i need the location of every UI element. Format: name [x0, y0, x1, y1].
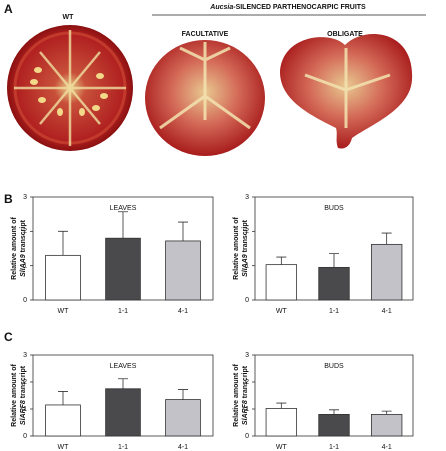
error-bar	[178, 389, 188, 400]
bar	[318, 266, 350, 301]
bar	[370, 243, 403, 301]
y-label-rest: transcript	[242, 365, 249, 398]
y-label-line: SlIAA9 transcript	[242, 219, 249, 277]
y-tick-label: 0	[23, 297, 27, 304]
y-tick-label: 3	[245, 352, 249, 359]
y-tick-label: 3	[23, 352, 27, 359]
x-tick-label: 4-1	[178, 444, 188, 451]
error-bar	[329, 253, 339, 268]
y-tick-label: 1	[23, 406, 27, 413]
y-label-line: Relative amount of	[11, 364, 18, 427]
y-label-rest: transcript	[242, 219, 249, 252]
obligate-fruit	[280, 34, 413, 149]
y-label-line: Relative amount of	[11, 217, 18, 280]
error-bar	[118, 211, 128, 239]
y-tick-label: 2	[245, 379, 249, 386]
y-axis-label: Relative amount of SlARF8 transcript	[11, 364, 27, 427]
bar	[105, 237, 141, 301]
y-label-line: Relative amount of	[233, 217, 240, 280]
x-tick-label: WT	[58, 308, 70, 315]
y-tick-label: 3	[245, 194, 249, 201]
x-tick-label: 4-1	[382, 308, 392, 315]
y-label-gene: SlIAA9	[20, 254, 27, 277]
y-label-line: SlARF8 transcript	[242, 365, 249, 425]
x-tick-label: 4-1	[178, 308, 188, 315]
y-tick-label: 3	[23, 194, 27, 201]
chart-title: LEAVES	[110, 363, 137, 370]
wt-label: WT	[63, 14, 75, 21]
y-tick-label: 1	[245, 406, 249, 413]
y-label-line: Relative amount of	[233, 364, 240, 427]
bar	[318, 413, 350, 437]
x-tick-label: 1-1	[329, 444, 339, 451]
x-tick-label: WT	[276, 444, 288, 451]
panel-label: C	[4, 330, 13, 344]
y-tick-label: 1	[245, 263, 249, 270]
y-axis-label: Relative amount of SlIAA9 transcript	[11, 217, 27, 280]
error-bar	[58, 391, 68, 405]
facultative-fruit	[145, 40, 265, 156]
bar	[165, 399, 201, 437]
y-label-line: SlARF8 transcript	[20, 365, 27, 425]
bar	[45, 404, 81, 437]
group-title-rest: -SILENCED PARTHENOCARPIC FRUITS	[233, 4, 366, 11]
y-tick-label: 1	[23, 263, 27, 270]
chart-title: LEAVES	[110, 205, 137, 212]
obligate-label: OBLIGATE	[327, 31, 363, 38]
y-tick-label: 0	[245, 297, 249, 304]
y-tick-label: 2	[245, 228, 249, 235]
y-tick-label: 2	[23, 379, 27, 386]
bar	[370, 413, 403, 437]
bar	[265, 264, 298, 301]
error-bar	[381, 232, 392, 245]
group-title: Aucsia-SILENCED PARTHENOCARPIC FRUITS	[209, 4, 366, 11]
chart-title: BUDS	[324, 205, 344, 212]
group-title-italic: Aucsia	[209, 4, 233, 11]
x-tick-label: 1-1	[329, 308, 339, 315]
y-axis-label: Relative amount of SlARF8 transcript	[233, 364, 249, 427]
error-bar	[381, 410, 392, 415]
y-label-rest: transcript	[20, 219, 27, 252]
y-label-gene: SlARF8	[20, 400, 27, 425]
chart-title: BUDS	[324, 363, 344, 370]
error-bar	[276, 402, 287, 409]
y-axis-label: Relative amount of SlIAA9 transcript	[233, 217, 249, 280]
panel-label: A	[4, 2, 13, 16]
bar	[45, 254, 81, 301]
x-tick-label: 4-1	[382, 444, 392, 451]
bar	[265, 408, 298, 437]
y-tick-label: 0	[245, 433, 249, 440]
bar	[105, 388, 141, 437]
x-tick-label: WT	[58, 444, 70, 451]
y-tick-label: 2	[23, 228, 27, 235]
bar	[165, 240, 201, 301]
error-bar	[118, 378, 128, 389]
error-bar	[276, 256, 287, 265]
x-tick-label: 1-1	[118, 444, 128, 451]
x-tick-label: WT	[276, 308, 288, 315]
y-label-gene: SlIAA9	[242, 254, 249, 277]
y-label-line: SlIAA9 transcript	[20, 219, 27, 277]
error-bar	[329, 409, 339, 415]
error-bar	[58, 230, 68, 256]
facultative-label: FACULTATIVE	[182, 31, 229, 38]
y-label-gene: SlARF8	[242, 400, 249, 425]
panel-label: B	[4, 192, 13, 206]
y-label-rest: transcript	[20, 365, 27, 398]
wt-fruit	[7, 25, 133, 151]
y-tick-label: 0	[23, 433, 27, 440]
x-tick-label: 1-1	[118, 308, 128, 315]
error-bar	[178, 221, 188, 241]
